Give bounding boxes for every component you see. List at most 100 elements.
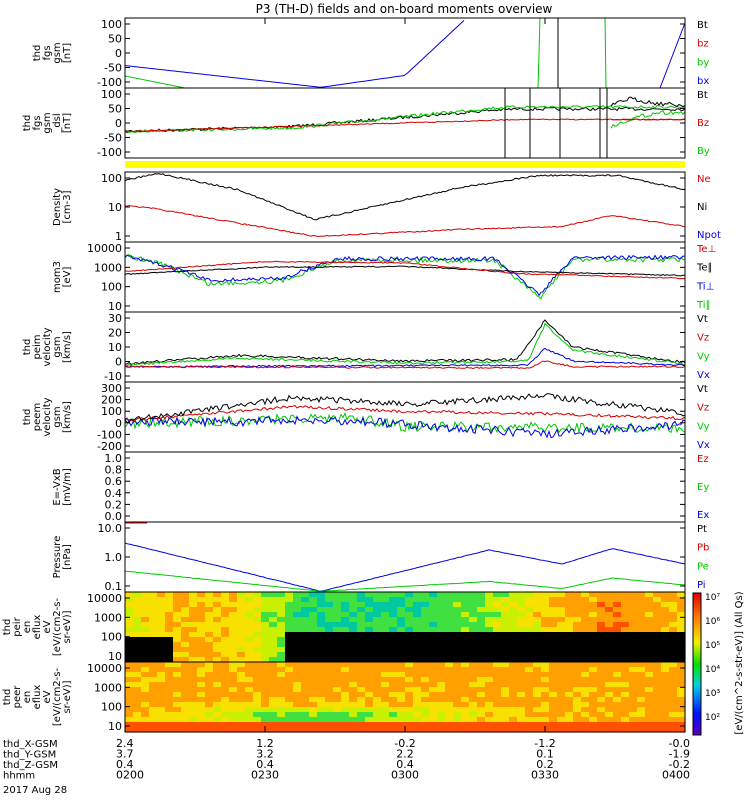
- spectrogram-cell: [405, 692, 414, 698]
- spectrogram-cell: [653, 702, 662, 708]
- spectrogram-cell: [621, 647, 630, 653]
- spectrogram-cell: [325, 632, 334, 638]
- spectrogram-cell: [677, 702, 686, 708]
- spectrogram-cell: [645, 607, 654, 613]
- spectrogram-cell: [541, 627, 550, 633]
- legend-bt: Bt: [697, 20, 708, 31]
- spectrogram-cell: [517, 622, 526, 628]
- spectrogram-cell: [325, 672, 334, 678]
- spectrogram-cell: [413, 697, 422, 703]
- spectrogram-cell: [181, 702, 190, 708]
- spectrogram-cell: [557, 682, 566, 688]
- spectrogram-cell: [301, 717, 310, 723]
- spectrogram-cell: [349, 722, 358, 728]
- spectrogram-cell: [565, 622, 574, 628]
- spectrogram-cell: [317, 727, 326, 733]
- spectrogram-cell: [541, 677, 550, 683]
- spectrogram-cell: [165, 642, 174, 648]
- spectrogram-cell: [533, 727, 542, 733]
- x-row-value: 3.7: [116, 748, 134, 761]
- spectrogram-cell: [461, 642, 470, 648]
- spectrogram-cell: [549, 627, 558, 633]
- spectrogram-cell: [533, 652, 542, 658]
- spectrogram-cell: [477, 667, 486, 673]
- spectrogram-cell: [133, 637, 142, 643]
- spectrogram-cell: [445, 617, 454, 623]
- spectrogram-cell: [677, 697, 686, 703]
- spectrogram-cell: [605, 597, 614, 603]
- spectrogram-cell: [133, 592, 142, 598]
- spectrogram-cell: [405, 627, 414, 633]
- spectrogram-cell: [205, 647, 214, 653]
- spectrogram-cell: [349, 707, 358, 713]
- spectrogram-cell: [597, 597, 606, 603]
- x-row-value: 0.1: [536, 748, 554, 761]
- spectrogram-cell: [405, 672, 414, 678]
- spectrogram-cell: [549, 662, 558, 668]
- spectrogram-cell: [325, 717, 334, 723]
- spectrogram-cell: [565, 652, 574, 658]
- spectrogram-cell: [605, 687, 614, 693]
- spectrogram-cell: [261, 687, 270, 693]
- spectrogram-cell: [229, 597, 238, 603]
- spectrogram-cell: [149, 662, 158, 668]
- spectrogram-cell: [469, 662, 478, 668]
- spectrogram-cell: [293, 702, 302, 708]
- spectrogram-cell: [525, 712, 534, 718]
- spectrogram-cell: [533, 627, 542, 633]
- spectrogram-cell: [205, 727, 214, 733]
- spectrogram-cell: [661, 672, 670, 678]
- y-tick-label: 0: [115, 356, 122, 369]
- spectrogram-cell: [445, 667, 454, 673]
- spectrogram-cell: [597, 697, 606, 703]
- spectrogram-cell: [621, 712, 630, 718]
- spectrogram-cell: [677, 727, 686, 733]
- spectrogram-cell: [333, 662, 342, 668]
- spectrogram-cell: [653, 652, 662, 658]
- y-axis-label-line: thd: [2, 689, 13, 706]
- spectrogram-cell: [653, 642, 662, 648]
- spectrogram-cell: [565, 697, 574, 703]
- spectrogram-cell: [445, 672, 454, 678]
- spectrogram-cell: [229, 657, 238, 663]
- spectrogram-cell: [285, 717, 294, 723]
- spectrogram-cell: [677, 717, 686, 723]
- spectrogram-cell: [341, 662, 350, 668]
- spectrogram-cell: [637, 677, 646, 683]
- spectrogram-cell: [661, 687, 670, 693]
- x-row-label: thd_Z-GSM: [3, 760, 58, 771]
- spectrogram-cell: [293, 687, 302, 693]
- spectrogram-cell: [429, 622, 438, 628]
- spectrogram-cell: [213, 687, 222, 693]
- spectrogram-cell: [629, 632, 638, 638]
- spectrogram-cell: [669, 687, 678, 693]
- spectrogram-cell: [677, 627, 686, 633]
- spectrogram-cell: [205, 707, 214, 713]
- spectrogram-cell: [445, 592, 454, 598]
- spectrogram-cell: [389, 617, 398, 623]
- spectrogram-cell: [501, 692, 510, 698]
- spectrogram-cell: [493, 632, 502, 638]
- spectrogram-cell: [613, 617, 622, 623]
- spectrogram-cell: [205, 697, 214, 703]
- spectrogram-cell: [437, 662, 446, 668]
- spectrogram-cell: [413, 622, 422, 628]
- spectrogram-cell: [189, 637, 198, 643]
- spectrogram-cell: [469, 682, 478, 688]
- spectrogram-cell: [269, 707, 278, 713]
- spectrogram-cell: [149, 622, 158, 628]
- spectrogram-cell: [333, 707, 342, 713]
- spectrogram-cell: [165, 727, 174, 733]
- spectrogram-cell: [397, 702, 406, 708]
- spectrogram-cell: [533, 712, 542, 718]
- spectrogram-cell: [213, 727, 222, 733]
- y-axis-label-line: en: [22, 691, 33, 704]
- spectrogram-cell: [565, 672, 574, 678]
- spectrogram-cell: [173, 602, 182, 608]
- spectrogram-cell: [525, 717, 534, 723]
- colorbar-ramp: [692, 592, 702, 736]
- spectrogram-cell: [589, 687, 598, 693]
- series-ni: [124, 173, 686, 221]
- spectrogram-cell: [133, 722, 142, 728]
